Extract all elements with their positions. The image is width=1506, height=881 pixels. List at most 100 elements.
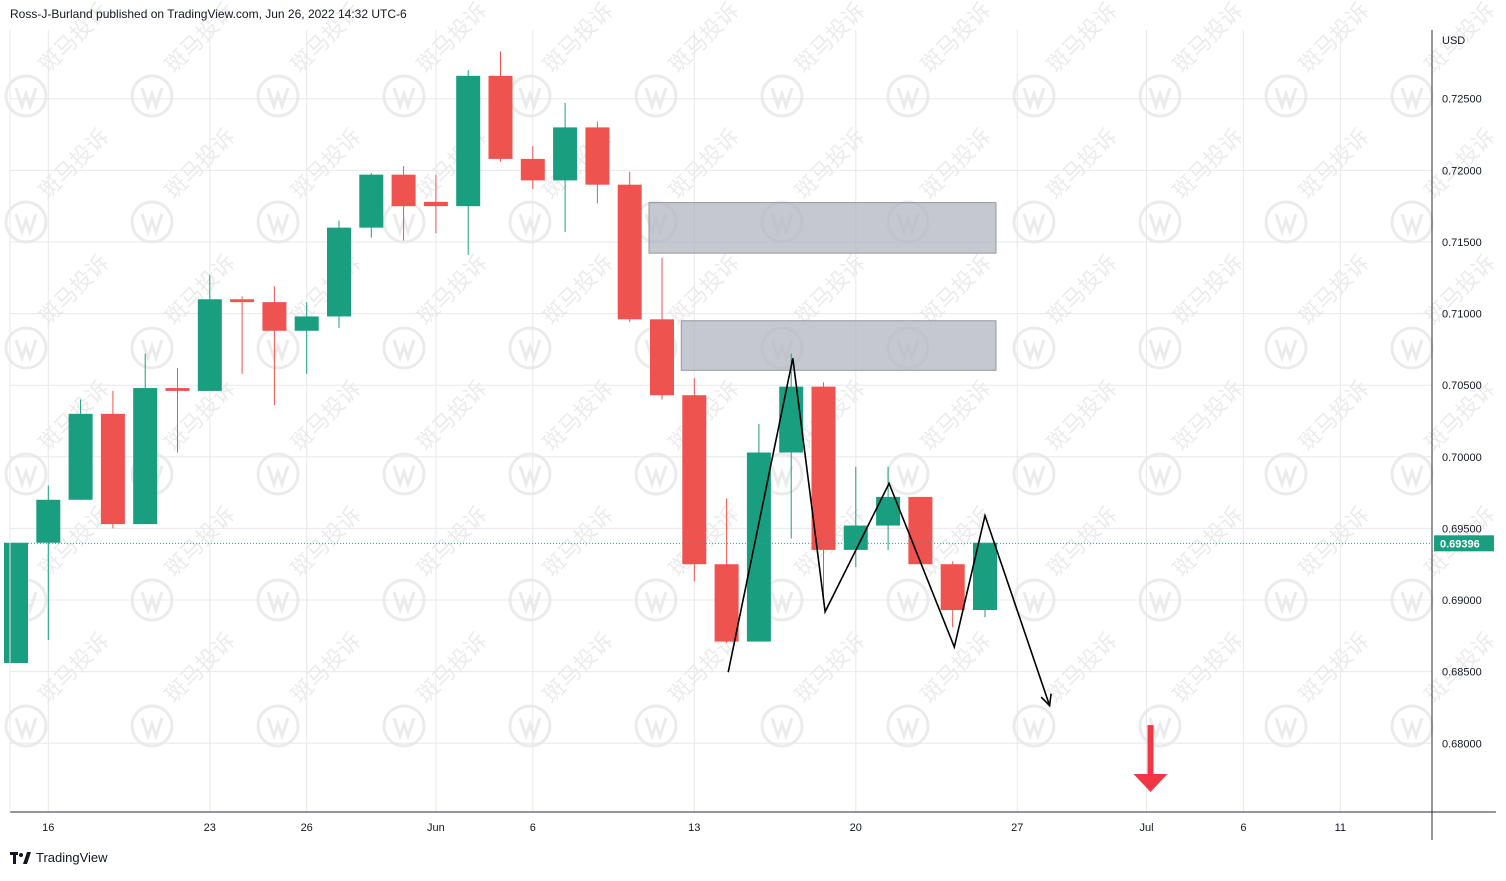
watermark-mark-icon — [140, 591, 164, 615]
candle-bullish — [746, 423, 771, 642]
x-tick-label: 6 — [1240, 822, 1246, 834]
publisher-line: Ross-J-Burland published on TradingView.… — [10, 7, 407, 21]
watermark-text: 斑马投诉 — [539, 0, 619, 78]
watermark-text: 斑马投诉 — [539, 502, 619, 582]
candle-body — [682, 395, 707, 565]
watermark-mark-icon — [1274, 717, 1298, 741]
watermark-mark-icon — [1148, 717, 1172, 741]
x-tick-label: 23 — [204, 822, 216, 834]
watermark-circle-icon — [1138, 704, 1182, 748]
candle-body — [423, 201, 448, 207]
watermark-text: 斑马投诉 — [791, 0, 871, 78]
watermark-mark-icon — [1274, 591, 1298, 615]
watermark-stamp: 斑马投诉 — [508, 250, 618, 370]
watermark-text: 斑马投诉 — [791, 250, 871, 330]
watermark-mark-icon — [644, 87, 668, 111]
watermark-circle-icon — [634, 74, 678, 118]
watermark-circle-icon — [4, 74, 48, 118]
watermark-stamp: 斑马投诉 — [4, 376, 114, 496]
watermark-mark-icon — [1400, 717, 1424, 741]
watermark-stamp: 斑马投诉 — [1012, 250, 1122, 370]
watermark-mark-icon — [266, 717, 290, 741]
watermark-stamp: 斑马投诉 — [4, 124, 115, 244]
pattern-arrowhead-icon — [1040, 693, 1052, 708]
watermark-mark-icon — [140, 339, 164, 363]
watermark-circle-icon — [1012, 704, 1056, 748]
watermark-text: 斑马投诉 — [287, 376, 367, 456]
watermark-text: 斑马投诉 — [665, 250, 745, 330]
candle-bullish — [973, 542, 997, 618]
watermark-mark-icon — [1148, 213, 1172, 237]
tradingview-footer[interactable]: TradingView — [10, 850, 108, 865]
watermark-text: 斑马投诉 — [1169, 0, 1249, 78]
watermark-text: 斑马投诉 — [539, 376, 619, 456]
candle-bearish — [811, 382, 836, 601]
pattern-line — [727, 358, 1051, 706]
watermark-circle-icon — [4, 326, 48, 370]
watermark-mark-icon — [392, 87, 416, 111]
watermark-mark-icon — [140, 213, 164, 237]
resistance-zone — [648, 202, 997, 254]
watermark-mark-icon — [266, 339, 290, 363]
watermark-circle-icon — [256, 452, 300, 496]
candle-layer — [4, 51, 997, 664]
watermark-mark-icon — [1022, 87, 1046, 111]
y-tick-label: 0.70500 — [1442, 380, 1482, 392]
watermark-mark-icon — [518, 339, 542, 363]
watermark-stamp: 斑马投诉 — [1390, 376, 1500, 496]
watermark-circle-icon — [1138, 452, 1182, 496]
watermark-circle-icon — [1012, 74, 1056, 118]
watermark-circle-icon — [382, 326, 426, 370]
watermark-mark-icon — [266, 465, 290, 489]
watermark-stamp: 斑马投诉 — [1138, 124, 1249, 244]
candle-bearish — [714, 498, 739, 643]
watermark-text: 斑马投诉 — [1295, 250, 1375, 330]
watermark-circle-icon — [130, 74, 174, 118]
x-tick-label: 16 — [42, 822, 54, 834]
watermark-stamp: 斑马投诉 — [1138, 502, 1248, 622]
candle-bullish — [36, 485, 61, 641]
watermark-text: 斑马投诉 — [161, 502, 241, 582]
candle-bullish — [327, 220, 351, 328]
watermark-stamp: 斑马投诉 — [130, 628, 241, 748]
watermark-text: 斑马投诉 — [35, 124, 115, 204]
watermark-stamp: 斑马投诉 — [508, 628, 618, 748]
watermark-mark-icon — [392, 591, 416, 615]
watermark-text: 斑马投诉 — [413, 376, 493, 456]
watermark-mark-icon — [392, 339, 416, 363]
watermark-mark-icon — [770, 87, 794, 111]
watermark-stamp: 斑马投诉 — [886, 376, 996, 496]
watermark-stamp: 斑马投诉 — [1138, 250, 1248, 370]
y-tick-label: 0.68500 — [1442, 667, 1482, 679]
watermark-stamp: 斑马投诉 — [4, 250, 114, 370]
watermark-mark-icon — [518, 717, 542, 741]
x-tick-label: Jun — [427, 822, 445, 834]
last-price-badge-text: 0.69396 — [1440, 538, 1480, 550]
y-tick-label: 0.68000 — [1442, 738, 1482, 750]
watermark-circle-icon — [1264, 704, 1308, 748]
candle-body — [294, 316, 319, 331]
watermark-stamp: 斑马投诉 — [382, 250, 492, 370]
watermark-stamp: 斑马投诉 — [1264, 376, 1374, 496]
watermark-stamp: 斑马投诉 — [1012, 628, 1122, 748]
watermark-mark-icon — [1400, 591, 1424, 615]
candle-bearish — [682, 378, 707, 582]
watermark-circle-icon — [634, 452, 678, 496]
candle-bullish — [359, 173, 384, 238]
watermark-stamp: 斑马投诉 — [1264, 124, 1374, 244]
watermark-text: 斑马投诉 — [161, 628, 241, 708]
watermark-text: 斑马投诉 — [161, 124, 241, 204]
footer-brand: TradingView — [36, 850, 108, 865]
candle-bullish — [68, 399, 93, 500]
watermark-text: 斑马投诉 — [1169, 124, 1249, 204]
watermark-mark-icon — [266, 213, 290, 237]
candle-body — [617, 184, 642, 320]
candle-bullish — [4, 542, 28, 664]
x-tick-label: 13 — [688, 822, 700, 834]
watermark-text: 斑马投诉 — [665, 124, 745, 204]
watermark-text: 斑马投诉 — [35, 0, 115, 78]
publisher-header: Ross-J-Burland published on TradingView.… — [10, 7, 407, 21]
watermark-text: 斑马投诉 — [917, 124, 997, 204]
